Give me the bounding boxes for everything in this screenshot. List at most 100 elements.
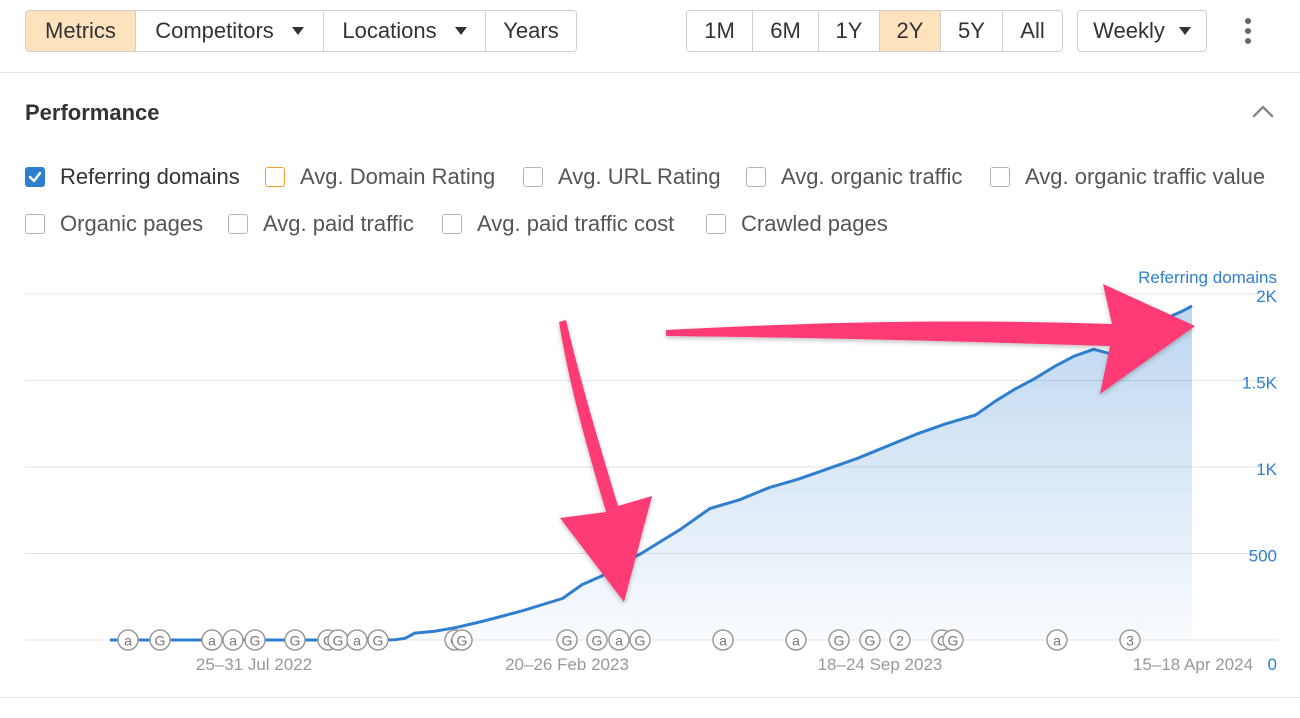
checkbox-icon [228, 214, 248, 234]
event-marker[interactable] [1046, 629, 1068, 651]
event-marker[interactable] [117, 629, 139, 651]
metric-label: Avg. paid traffic cost [477, 211, 675, 236]
x-tick-label: 25–31 Jul 2022 [196, 655, 312, 674]
event-marker[interactable] [149, 629, 171, 651]
chevron-down-icon [454, 27, 467, 35]
x-tick-label: 20–26 Feb 2023 [505, 655, 629, 674]
event-marker[interactable] [859, 629, 881, 651]
event-marker[interactable] [785, 629, 807, 651]
event-marker[interactable] [889, 629, 911, 651]
event-marker-label: G [592, 633, 603, 649]
event-marker[interactable] [1119, 629, 1141, 651]
tab-competitors[interactable]: Competitors [136, 11, 324, 51]
metric-label: Crawled pages [741, 211, 888, 236]
event-marker-label: G [834, 633, 845, 649]
event-marker[interactable] [828, 629, 850, 651]
tab-label: Competitors [155, 18, 274, 43]
event-marker-label: a [719, 633, 727, 649]
event-marker-label: a [615, 633, 623, 649]
main-tabs: Metrics Competitors Locations Years [25, 10, 577, 52]
range-6m[interactable]: 6M [753, 11, 819, 51]
metric-label: Referring domains [60, 164, 240, 189]
arrow-shape [666, 284, 1195, 394]
metric-checkbox[interactable]: Avg. paid traffic [228, 211, 414, 237]
chevron-down-icon [1178, 27, 1191, 35]
checkbox-icon [746, 167, 766, 187]
event-marker-label: a [208, 633, 216, 649]
toolbar: Metrics Competitors Locations Years 1M 6M 1Y 2… [0, 0, 1300, 73]
y-zero-label: 0 [1268, 655, 1277, 674]
metric-checkbox[interactable]: Referring domains [25, 164, 240, 190]
series-area [110, 306, 1192, 640]
event-marker[interactable] [284, 629, 306, 651]
chevron-down-icon [291, 27, 304, 35]
event-marker-label: 2 [896, 633, 904, 649]
event-marker[interactable] [222, 629, 244, 651]
range-2y[interactable]: 2Y [880, 11, 941, 51]
range-5y[interactable]: 5Y [941, 11, 1003, 51]
checkbox-icon [523, 167, 543, 187]
event-marker[interactable] [244, 629, 266, 651]
range-1m[interactable]: 1M [687, 11, 753, 51]
checkbox-icon [990, 167, 1010, 187]
event-marker-label: a [229, 633, 237, 649]
range-tabs: 1M 6M 1Y 2Y 5Y All [686, 10, 1063, 52]
event-marker-label: G [155, 633, 166, 649]
event-marker-label: G [373, 633, 384, 649]
metric-checkbox[interactable]: Avg. URL Rating [523, 164, 721, 190]
range-1y[interactable]: 1Y [819, 11, 880, 51]
checkbox-icon [25, 214, 45, 234]
event-marker-label: G [333, 633, 344, 649]
metric-checkbox[interactable]: Avg. organic traffic [746, 164, 962, 190]
event-marker[interactable] [367, 629, 389, 651]
event-marker[interactable] [712, 629, 734, 651]
event-marker[interactable] [201, 629, 223, 651]
range-all[interactable]: All [1003, 11, 1062, 51]
event-marker-label: G [250, 633, 261, 649]
event-marker-label: a [353, 633, 361, 649]
divider [0, 697, 1300, 698]
metric-label: Avg. paid traffic [263, 211, 414, 236]
interval-select[interactable]: Weekly [1077, 10, 1207, 52]
event-marker[interactable] [451, 629, 473, 651]
event-marker-label: G [635, 633, 646, 649]
event-marker-label: a [1053, 633, 1061, 649]
arrow-shape [559, 320, 652, 602]
event-marker-label: G [457, 633, 468, 649]
y-tick-label: 2K [1256, 287, 1277, 306]
tab-years[interactable]: Years [486, 11, 576, 51]
event-marker-label: 3 [1126, 633, 1134, 649]
metric-checkbox[interactable]: Avg. Domain Rating [265, 164, 495, 190]
tab-label: Metrics [45, 18, 116, 43]
event-marker-label: G [948, 633, 959, 649]
metric-label: Organic pages [60, 211, 204, 236]
tab-metrics[interactable]: Metrics [26, 11, 136, 51]
tab-locations[interactable]: Locations [324, 11, 486, 51]
event-marker[interactable] [942, 629, 964, 651]
metric-checkbox[interactable]: Crawled pages [706, 211, 888, 237]
metric-checkbox[interactable]: Organic pages [25, 211, 203, 237]
event-marker[interactable] [629, 629, 651, 651]
kebab-menu-icon[interactable] [1238, 18, 1258, 46]
metric-label: Avg. organic traffic value [1025, 164, 1266, 189]
checkbox-icon [265, 167, 285, 187]
y-tick-label: 500 [1249, 546, 1277, 565]
metric-label: Avg. Domain Rating [300, 164, 496, 189]
event-marker[interactable] [556, 629, 578, 651]
event-marker-label: G [865, 633, 876, 649]
event-marker-label: G [290, 633, 301, 649]
metric-label: Avg. URL Rating [558, 164, 721, 189]
event-marker-label: a [792, 633, 800, 649]
y-axis-label: Referring domains [1138, 268, 1277, 287]
interval-label: Weekly [1093, 18, 1165, 43]
event-marker[interactable] [586, 629, 608, 651]
metric-checkbox[interactable]: Avg. organic traffic value [990, 164, 1265, 190]
event-marker[interactable] [346, 629, 368, 651]
metric-checkbox[interactable]: Avg. paid traffic cost [442, 211, 674, 237]
event-marker[interactable] [608, 629, 630, 651]
tab-label: Years [503, 18, 559, 43]
series-line [110, 304, 1193, 642]
chevron-up-icon[interactable] [1252, 104, 1274, 118]
checkbox-icon [706, 214, 726, 234]
